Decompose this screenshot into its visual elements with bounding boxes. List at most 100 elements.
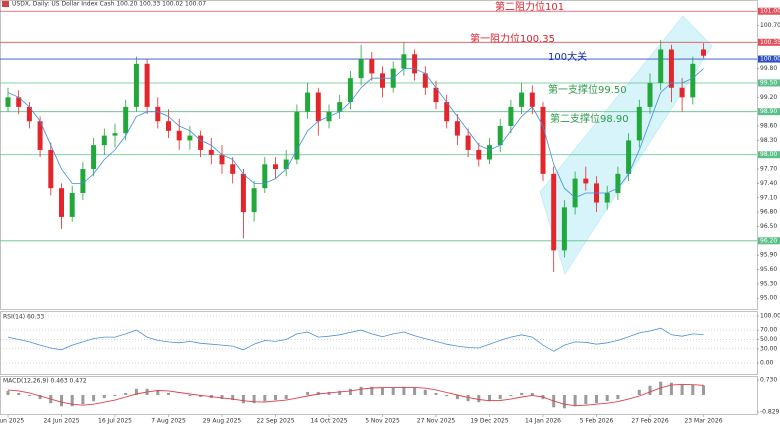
x-tick-label: 5 Feb 2026 — [580, 418, 614, 425]
y-tick-label: 97.40 — [760, 180, 777, 187]
y-tick-label: 0.00 — [760, 360, 774, 367]
macd-bar — [167, 392, 170, 395]
candle-body — [487, 145, 492, 160]
candle-body — [315, 92, 321, 122]
y-tick-label: 97.70 — [760, 166, 777, 173]
candle-body — [198, 135, 204, 150]
macd-bar — [113, 394, 117, 397]
macd-bar — [27, 394, 31, 397]
level-label-box — [758, 55, 780, 63]
y-tick-label: 99.20 — [760, 94, 777, 101]
macd-bar — [691, 384, 695, 395]
macd-bar — [595, 394, 598, 404]
candle-body — [519, 92, 525, 107]
candle-body — [476, 149, 482, 160]
candle-body — [251, 188, 257, 213]
candle-body — [529, 92, 535, 107]
candle-body — [208, 149, 214, 155]
macd-bar — [370, 386, 374, 395]
x-tick-label: 23 Mar 2026 — [684, 418, 722, 425]
y-tick-label: 95.30 — [760, 280, 777, 287]
level-label-box — [758, 237, 780, 245]
y-tick-label: 95.90 — [760, 252, 777, 259]
y-tick-label: 95.00 — [760, 295, 777, 302]
y-tick-label: 50.00 — [760, 336, 777, 343]
candle-body — [48, 149, 54, 189]
y-tick-label: 100.00 — [760, 313, 780, 320]
macd-bar — [637, 389, 641, 395]
level-label-box — [758, 38, 780, 46]
x-tick-label: 29 Aug 2025 — [203, 418, 242, 425]
candle-body — [465, 135, 471, 150]
macd-title: MACD(12,26,9) 0.463 0.472 — [3, 378, 87, 385]
macd-bar — [616, 394, 620, 400]
macd-bar — [6, 390, 10, 395]
y-tick-label: 95.60 — [760, 266, 777, 273]
candle-body — [454, 121, 460, 136]
candle-body — [626, 140, 632, 174]
x-tick-label: 3 Jun 2025 — [0, 418, 24, 425]
macd-bar — [263, 394, 267, 402]
macd-bar — [680, 384, 684, 395]
level-label: 96.20 — [760, 237, 777, 244]
candle-body — [433, 87, 439, 103]
candle-body — [240, 173, 246, 213]
moving-average — [7, 68, 704, 199]
candle-body — [347, 78, 353, 103]
x-tick-label: 27 Nov 2025 — [417, 418, 456, 425]
macd-bar — [488, 394, 491, 402]
candle-body — [604, 192, 610, 203]
y-tick-label: -0.829 — [760, 409, 780, 416]
macd-bar — [156, 390, 160, 395]
y-tick-label: 97.10 — [760, 194, 777, 201]
candle-body — [497, 126, 503, 146]
level-label: 100.00 — [760, 56, 780, 63]
macd-bar — [199, 394, 203, 398]
x-tick-label: 7 Aug 2025 — [151, 418, 186, 425]
candle-body — [337, 102, 343, 112]
candle-body — [166, 121, 171, 131]
macd-bar — [231, 394, 235, 401]
candle-body — [230, 164, 236, 174]
macd-bar — [124, 392, 128, 395]
level-label-box — [758, 151, 780, 159]
candle-body — [69, 192, 75, 217]
macd-bar — [306, 391, 310, 395]
candle-body — [583, 178, 589, 184]
level-label: 98.90 — [760, 108, 777, 115]
x-tick-label: 24 Jun 2025 — [43, 418, 79, 425]
candle-body — [91, 145, 97, 170]
macd-bar — [348, 388, 352, 395]
macd-bar — [359, 386, 363, 395]
candle-body — [369, 59, 375, 74]
y-tick-label: 98.30 — [760, 137, 777, 144]
macd-bar — [573, 394, 577, 407]
macd-bar — [584, 394, 588, 405]
candle-body — [123, 106, 129, 134]
macd-bar — [134, 388, 138, 395]
x-tick-label: 5 Nov 2025 — [365, 418, 400, 425]
macd-bar — [81, 394, 85, 405]
macd-bar — [423, 389, 427, 395]
candle-body — [701, 49, 706, 56]
macd-bar — [648, 385, 652, 395]
chart-title: USDX, Daily: US Dollar Index Cash 100.20… — [12, 1, 206, 8]
annotation: 第一支撑位99.50 — [548, 83, 627, 96]
candle-body — [133, 63, 139, 107]
macd-bar — [413, 387, 417, 395]
y-tick-label: 96.50 — [760, 223, 777, 230]
level-label-box — [758, 79, 780, 87]
macd-bar — [274, 394, 277, 401]
x-tick-label: 14 Oct 2025 — [310, 418, 347, 425]
signal-line — [7, 383, 704, 407]
macd-bar — [316, 391, 320, 395]
y-tick-label: 0.730 — [760, 377, 777, 384]
macd-bar — [391, 387, 395, 395]
candle-body — [155, 106, 161, 122]
candle-body — [412, 54, 418, 74]
candle-body — [101, 135, 107, 146]
candle-body — [668, 49, 674, 88]
candle-body — [262, 164, 268, 189]
candle-body — [358, 59, 364, 79]
